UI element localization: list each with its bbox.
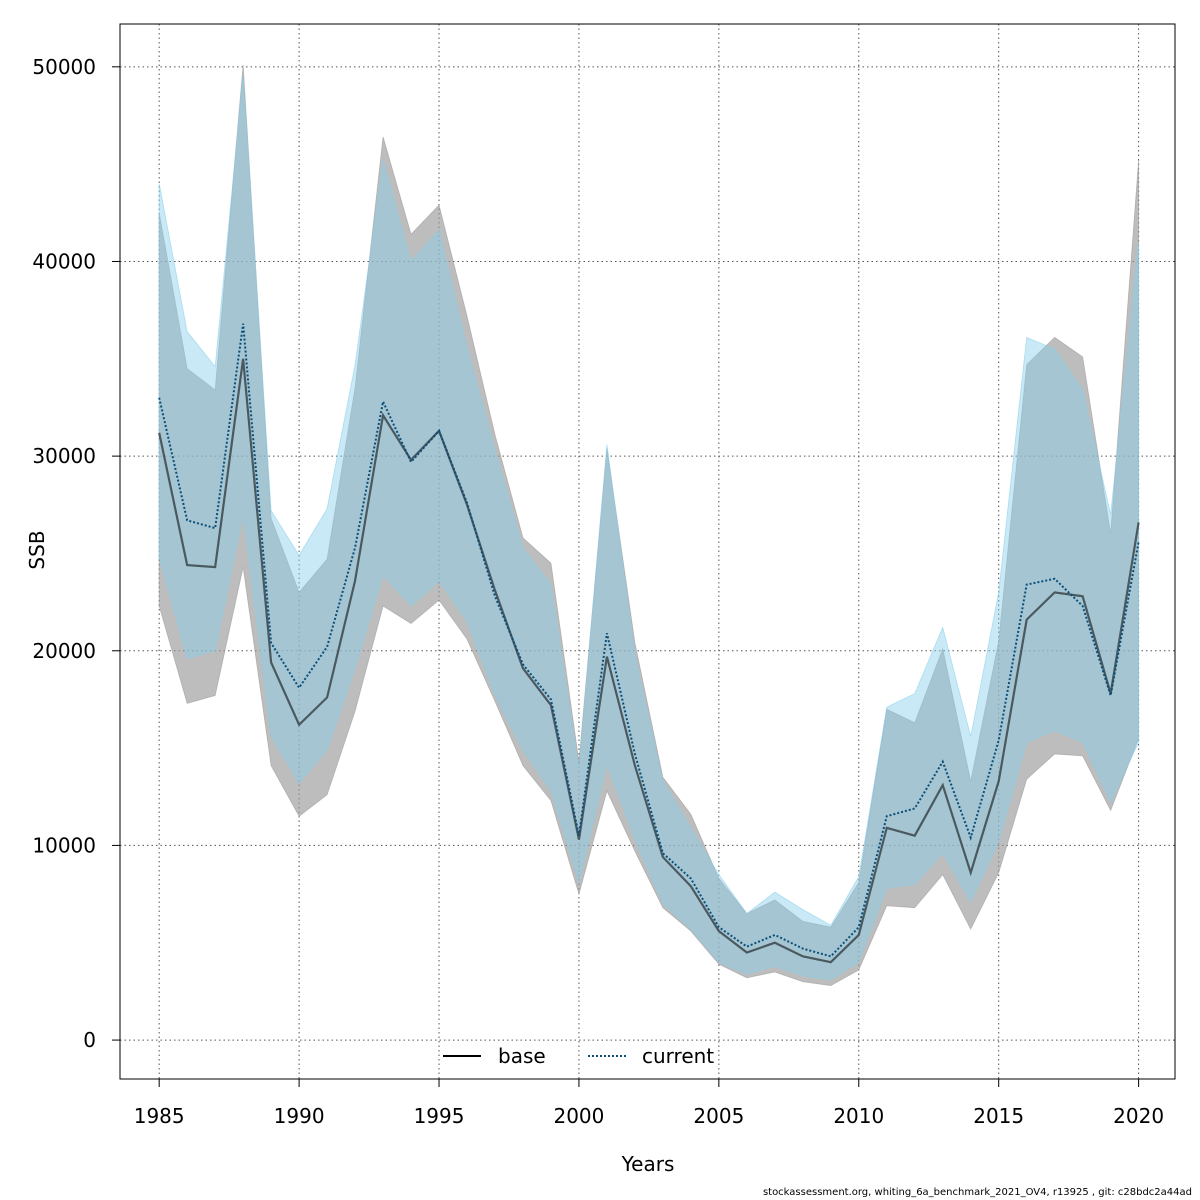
y-tick-label: 0 xyxy=(83,1028,96,1052)
y-axis: 0 10000 20000 30000 40000 50000 xyxy=(32,55,121,1052)
x-tick-label: 2005 xyxy=(693,1104,744,1128)
y-tick-label: 50000 xyxy=(32,55,96,79)
x-tick-label: 2010 xyxy=(833,1104,884,1128)
line-base xyxy=(158,358,1140,964)
x-tick-label: 1995 xyxy=(414,1104,465,1128)
legend-label-base: base xyxy=(498,1044,546,1068)
series-lines xyxy=(158,323,1140,964)
legend: base current xyxy=(443,1044,714,1068)
y-axis-title: SSB xyxy=(25,530,49,569)
band-current xyxy=(158,74,1140,981)
legend-label-current: current xyxy=(642,1044,714,1068)
y-tick-label: 40000 xyxy=(32,249,96,273)
y-tick-label: 30000 xyxy=(32,444,96,468)
x-tick-label: 2015 xyxy=(973,1104,1024,1128)
line-current xyxy=(158,323,1140,958)
x-tick-label: 2020 xyxy=(1113,1104,1164,1128)
footer-credit: stockassessment.org, whiting_6a_benchmar… xyxy=(762,1187,1192,1198)
x-tick-label: 1990 xyxy=(274,1104,325,1128)
x-tick-label: 2000 xyxy=(553,1104,604,1128)
y-tick-label: 20000 xyxy=(32,639,96,663)
x-tick-label: 1985 xyxy=(134,1104,185,1128)
y-tick-label: 10000 xyxy=(32,833,96,857)
confidence-bands xyxy=(158,64,1140,986)
x-axis-title: Years xyxy=(621,1152,675,1176)
x-axis: 1985 1990 1995 2000 2005 2010 2015 2020 xyxy=(134,1078,1164,1128)
